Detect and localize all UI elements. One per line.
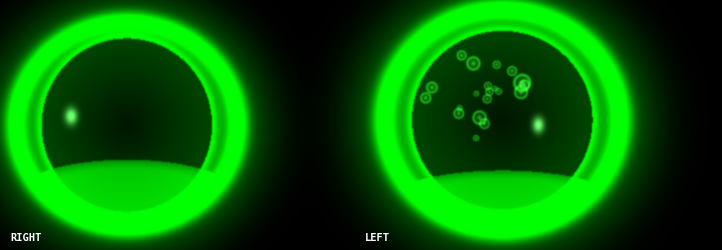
- Text: RIGHT: RIGHT: [11, 232, 42, 242]
- Text: LEFT: LEFT: [365, 232, 390, 242]
